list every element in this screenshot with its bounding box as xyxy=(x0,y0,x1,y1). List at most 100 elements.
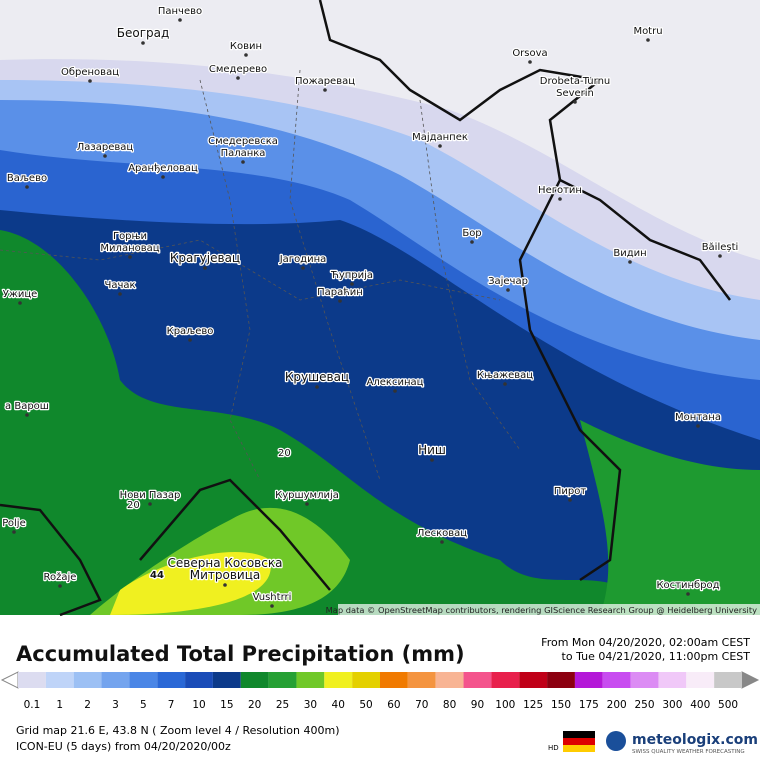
city-label: Бор xyxy=(462,228,481,239)
city-dot xyxy=(148,502,152,506)
city-dot xyxy=(25,185,29,189)
city-label: Параћин xyxy=(317,286,363,298)
city-label: Видин xyxy=(613,248,646,259)
city-label: Београд xyxy=(117,26,170,40)
city-label: Orsova xyxy=(512,48,547,59)
legend-label: 25 xyxy=(276,699,289,711)
city-label: Јагодина xyxy=(279,254,327,265)
legend-label: 1 xyxy=(56,699,63,711)
legend-label: 30 xyxy=(304,699,317,711)
legend-swatch xyxy=(574,672,603,688)
city-dot xyxy=(438,144,442,148)
legend-swatch xyxy=(296,672,325,688)
city-label: Милановац xyxy=(100,243,159,254)
city-label: Северна Косовска xyxy=(168,556,283,570)
legend-swatch xyxy=(686,672,715,688)
city-dot xyxy=(558,197,562,201)
legend-label: 60 xyxy=(387,699,400,711)
city-dot xyxy=(141,41,145,45)
city-dot xyxy=(440,540,444,544)
legend-label: 200 xyxy=(607,699,627,711)
city-dot xyxy=(25,413,29,417)
city-label: Књажевац xyxy=(477,370,533,381)
model-info: ICON-EU (5 days) from 04/20/2020/00z xyxy=(16,740,231,753)
city-label: Ваљево xyxy=(7,173,47,184)
legend-label: 5 xyxy=(140,699,147,711)
legend-swatch xyxy=(129,672,158,688)
city-label: Неготин xyxy=(538,185,582,196)
city-label: Краљево xyxy=(167,326,214,337)
country-borders xyxy=(0,0,731,617)
legend-swatch xyxy=(324,672,353,688)
legend-swatch xyxy=(45,672,74,688)
legend-label: 125 xyxy=(523,699,543,711)
city-label: Зајечар xyxy=(488,275,528,287)
city-label: Аранђеловац xyxy=(128,162,198,174)
legend-swatch xyxy=(435,672,464,688)
city-label: Лазаревац xyxy=(77,142,134,153)
legend-swatch xyxy=(491,672,520,688)
city-label: Drobeta-Turnu xyxy=(540,76,611,87)
city-dot xyxy=(244,53,248,57)
legend-label: 3 xyxy=(112,699,119,711)
city-dot xyxy=(568,498,572,502)
city-dot xyxy=(528,60,532,64)
flag-black xyxy=(563,731,595,738)
legend-label: 7 xyxy=(168,699,175,711)
city-dot xyxy=(573,100,577,104)
legend-label: 10 xyxy=(192,699,205,711)
city-label: Motru xyxy=(633,26,662,37)
legend-swatch xyxy=(101,672,130,688)
legend-arrow-right xyxy=(741,671,760,689)
city-dot xyxy=(301,266,305,270)
city-label: Куршумлија xyxy=(275,489,339,501)
city-label: Крушевац xyxy=(285,370,349,384)
legend-swatch xyxy=(157,672,186,688)
period-to: to Tue 04/21/2020, 11:00pm CEST xyxy=(562,650,751,663)
city-label: Rožaje xyxy=(44,571,77,583)
city-label: Пирот xyxy=(554,486,586,497)
city-dot xyxy=(178,18,182,22)
city-dot xyxy=(188,338,192,342)
legend-swatch xyxy=(18,672,46,688)
city-label: Severin xyxy=(556,88,594,99)
city-label: Лесковац xyxy=(417,528,467,539)
legend-label: 20 xyxy=(248,699,261,711)
contour-label: 20 xyxy=(127,500,140,511)
legend-swatch xyxy=(73,672,102,688)
city-dot xyxy=(223,583,227,587)
legend-label: 50 xyxy=(359,699,372,711)
legend-swatch xyxy=(185,672,213,688)
city-dot xyxy=(315,385,319,389)
legend-label: 300 xyxy=(662,699,682,711)
legend-swatch xyxy=(547,672,575,688)
grid-info: Grid map 21.6 E, 43.8 N ( Zoom level 4 /… xyxy=(16,724,340,737)
legend-label: 400 xyxy=(690,699,710,711)
legend-swatch xyxy=(602,672,631,688)
city-dot xyxy=(128,255,132,259)
legend-swatch xyxy=(630,672,659,688)
legend-label: 15 xyxy=(220,699,233,711)
legend-label: 100 xyxy=(495,699,515,711)
precip-field xyxy=(0,0,760,616)
city-dot xyxy=(58,584,62,588)
city-dot xyxy=(12,530,16,534)
city-label: Алексинац xyxy=(367,377,424,388)
city-dot xyxy=(270,604,274,608)
city-dot xyxy=(430,458,434,462)
city-dot xyxy=(161,175,165,179)
legend-label: 70 xyxy=(415,699,428,711)
city-dot xyxy=(203,266,207,270)
legend-swatch xyxy=(212,672,241,688)
contour-label: 20 xyxy=(278,448,291,459)
city-label: Смедерево xyxy=(209,64,267,75)
city-label: Обреновац xyxy=(61,67,119,78)
legend-label: 40 xyxy=(332,699,345,711)
city-dot xyxy=(241,160,245,164)
city-label: Нови Пазар xyxy=(120,490,181,501)
admin-borders xyxy=(0,69,521,481)
legend-label: 0.1 xyxy=(24,699,41,711)
city-label: Ужице xyxy=(3,289,38,300)
legend-label: 150 xyxy=(551,699,571,711)
